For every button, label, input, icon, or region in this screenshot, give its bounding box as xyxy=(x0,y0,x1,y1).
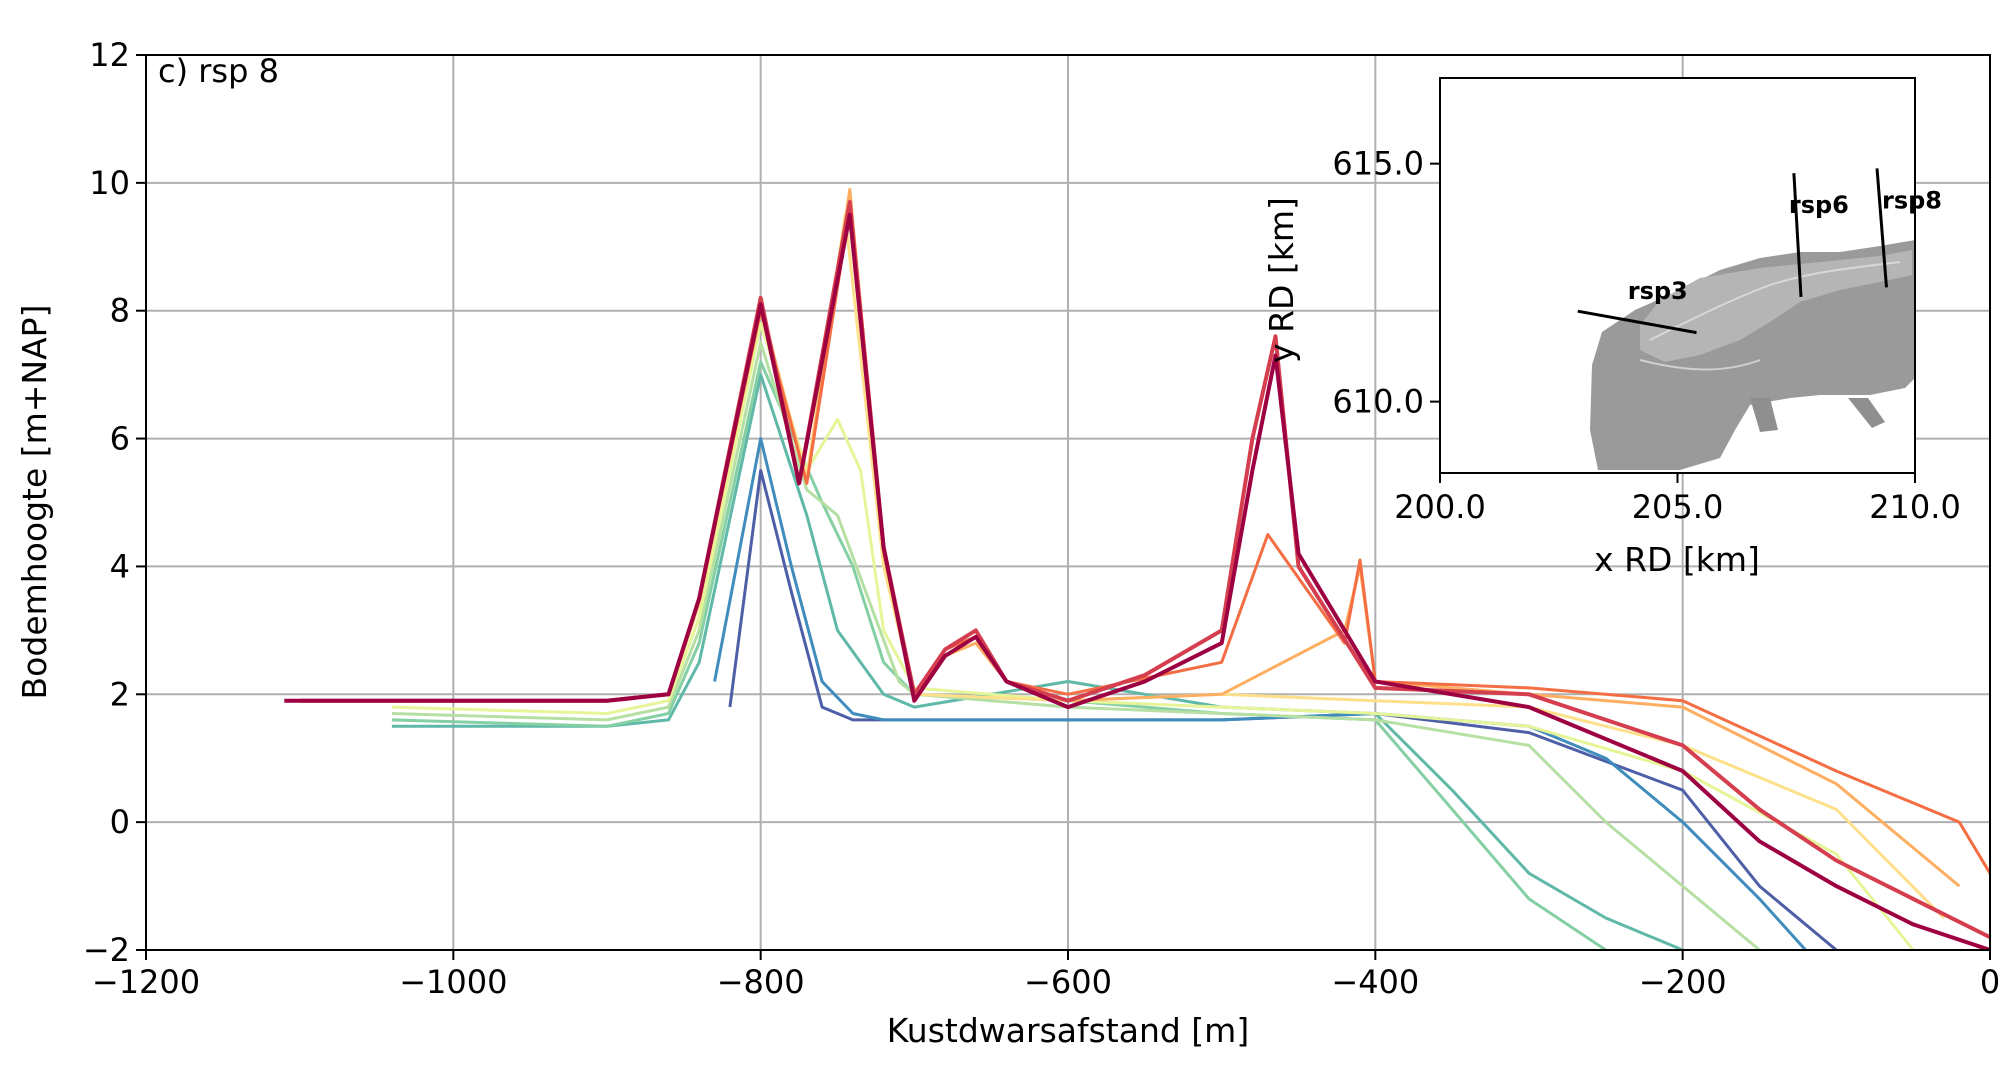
main-y-tick-label: 0 xyxy=(110,803,130,841)
inset-y-axis-label: y RD [km] xyxy=(1262,197,1301,363)
island-dune-area xyxy=(1640,250,1912,362)
main-y-tick-label: 8 xyxy=(110,292,130,330)
panel-label: c) rsp 8 xyxy=(158,52,279,90)
main-x-axis-label: Kustdwarsafstand [m] xyxy=(887,1011,1249,1050)
main-y-tick-label: 2 xyxy=(110,675,130,713)
profile-line xyxy=(391,373,1684,950)
profile-line xyxy=(391,341,1761,950)
transect-line-rsp8 xyxy=(1875,168,1888,288)
profile-line xyxy=(391,322,1915,950)
inset-y-tick-label: 610.0 xyxy=(1332,383,1424,421)
transect-line-rsp6 xyxy=(1792,173,1803,298)
inset-x-tick-label: 210.0 xyxy=(1869,488,1961,526)
island-harbour-jetty xyxy=(1750,398,1778,432)
profile-line xyxy=(391,360,1607,950)
inset-x-ticks: 200.0 205.0 210.0 xyxy=(1394,473,1961,526)
main-series-group xyxy=(284,187,1990,950)
main-x-tick-label: −600 xyxy=(1024,963,1112,1001)
main-y-tick-label: −2 xyxy=(83,931,130,969)
inset-y-ticks: 610.0 615.0 xyxy=(1332,145,1440,421)
island-shape xyxy=(1590,240,1915,470)
main-y-ticks: −2 0 2 4 6 8 10 12 xyxy=(83,36,146,969)
island-tidal-line xyxy=(1639,359,1761,371)
main-lines xyxy=(284,187,1990,950)
profile-line xyxy=(299,200,1990,939)
main-y-tick-label: 6 xyxy=(110,420,130,458)
inset-x-tick-label: 205.0 xyxy=(1632,488,1724,526)
profile-line xyxy=(284,212,1990,950)
inset-x-axis-label: x RD [km] xyxy=(1594,540,1760,579)
inset-transects: rsp3 rsp6 rsp8 xyxy=(1577,168,1942,335)
main-x-tick-label: 0 xyxy=(1980,963,2000,1001)
main-x-tick-label: −1000 xyxy=(399,963,507,1001)
main-y-tick-label: 10 xyxy=(89,164,130,202)
main-x-tick-label: −200 xyxy=(1639,963,1727,1001)
island-channel-line xyxy=(1649,261,1901,341)
main-x-tick-label: −800 xyxy=(717,963,805,1001)
island-dam xyxy=(1848,398,1885,428)
inset-y-tick-label: 615.0 xyxy=(1332,145,1424,183)
main-x-tick-label: −400 xyxy=(1331,963,1419,1001)
transect-line-rsp3 xyxy=(1577,309,1697,335)
transect-label-rsp3: rsp3 xyxy=(1628,277,1688,305)
main-y-tick-label: 4 xyxy=(110,547,130,585)
main-x-ticks: −1200 −1000 −800 −600 −400 −200 0 xyxy=(92,950,2000,1001)
transect-label-rsp6: rsp6 xyxy=(1789,191,1849,219)
main-y-axis-label: Bodemhoogte [m+NAP] xyxy=(15,305,54,700)
main-y-tick-label: 12 xyxy=(89,36,130,74)
profile-line xyxy=(713,437,1807,950)
transect-label-rsp8: rsp8 xyxy=(1882,186,1942,214)
inset-x-tick-label: 200.0 xyxy=(1394,488,1486,526)
main-x-tick-label: −1200 xyxy=(92,963,200,1001)
